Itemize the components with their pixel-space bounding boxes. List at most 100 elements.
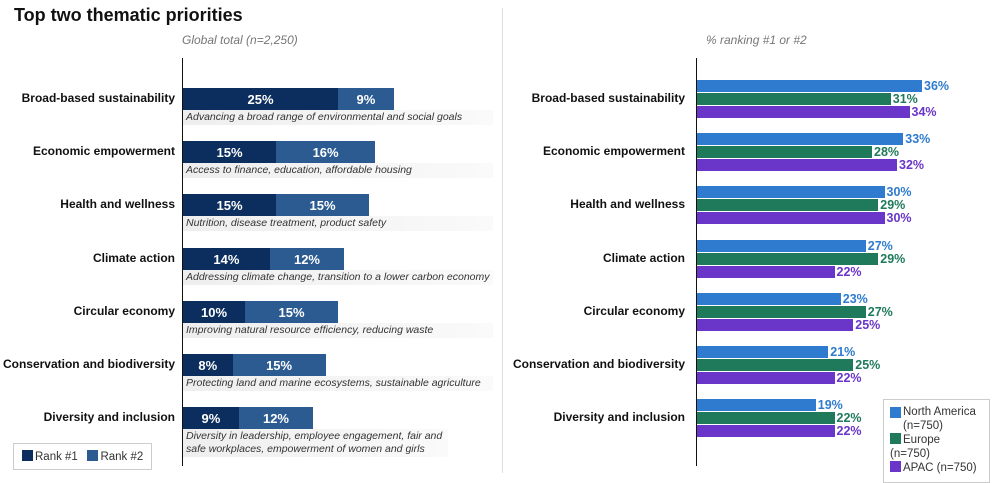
left-axis — [182, 58, 183, 466]
bar-north-america — [697, 399, 816, 411]
bar-label: 31% — [892, 92, 918, 106]
bar-apac — [697, 106, 910, 118]
bar-label: 32% — [899, 158, 925, 172]
bar-label: 19% — [817, 398, 843, 412]
bar-rank2: 15% — [276, 194, 369, 216]
category-description: Addressing climate change, transition to… — [183, 270, 493, 285]
bar-label: 27% — [867, 239, 893, 253]
bar-label: 27% — [867, 305, 893, 319]
bar-label: 25% — [855, 318, 881, 332]
bar-label: 14% — [213, 251, 240, 267]
category-label: Broad-based sustainability — [531, 91, 685, 105]
bar-north-america — [697, 80, 922, 92]
left-subtitle: Global total (n=2,250) — [182, 33, 298, 47]
category-description: Protecting land and marine ecosystems, s… — [183, 376, 493, 391]
category-label: Diversity and inclusion — [553, 410, 685, 424]
left-legend: Rank #1 Rank #2 — [13, 443, 153, 470]
bar-label: 15% — [216, 197, 243, 213]
bar-label: 9% — [356, 91, 376, 107]
bar-rank1: 8% — [183, 354, 233, 376]
bar-rank2: 16% — [276, 141, 376, 163]
bar-apac — [697, 159, 897, 171]
legend-item-rank1: Rank #1 — [22, 450, 78, 463]
bar-label: 12% — [262, 410, 289, 426]
legend-label: APAC (n=750) — [903, 462, 977, 474]
bar-label: 22% — [836, 411, 862, 425]
bar-north-america — [697, 240, 866, 252]
legend-swatch — [890, 433, 901, 444]
bar-europe — [697, 93, 891, 105]
bar-rank1: 15% — [183, 194, 276, 216]
bar-label: 22% — [836, 424, 862, 438]
bar-north-america — [697, 293, 841, 305]
category-description: Advancing a broad range of environmental… — [183, 110, 493, 125]
bar-label: 9% — [201, 410, 221, 426]
bar-apac — [697, 319, 854, 331]
bar-label: 16% — [312, 144, 339, 160]
category-label: Circular economy — [583, 304, 685, 318]
legend-swatch — [890, 461, 901, 472]
category-label: Health and wellness — [570, 197, 685, 211]
legend-item-north-america: North America (n=750) — [890, 406, 983, 433]
bar-rank2: 9% — [338, 88, 394, 110]
bar-label: 8% — [198, 357, 218, 373]
right-subtitle: % ranking #1 or #2 — [706, 33, 807, 47]
category-label: Climate action — [92, 251, 175, 265]
bar-rank2: 15% — [245, 301, 338, 323]
bar-label: 15% — [216, 144, 243, 160]
bar-europe — [697, 199, 879, 211]
legend-item-apac: APAC (n=750) — [890, 461, 983, 476]
bar-north-america — [697, 186, 885, 198]
category-description: Nutrition, disease treatment, product sa… — [183, 216, 493, 231]
bar-label: 12% — [293, 251, 320, 267]
chart-title: Top two thematic priorities — [14, 5, 243, 25]
bar-label: 22% — [836, 371, 862, 385]
right-legend: North America (n=750) Europe (n=750) APA… — [883, 399, 990, 483]
bar-rank1: 10% — [183, 301, 245, 323]
bar-label: 33% — [905, 132, 931, 146]
category-label: Circular economy — [73, 304, 175, 318]
category-description: Access to finance, education, affordable… — [183, 163, 493, 178]
bar-rank2: 12% — [269, 248, 345, 270]
bar-north-america — [697, 346, 829, 358]
bar-label: 15% — [309, 197, 336, 213]
bar-rank1: 15% — [183, 141, 276, 163]
bar-label: 25% — [855, 358, 881, 372]
bar-apac — [697, 425, 835, 437]
bar-rank2: 15% — [232, 354, 326, 376]
right-axis — [696, 58, 697, 466]
legend-item-europe: Europe (n=750) — [890, 433, 983, 461]
bar-rank1: 25% — [183, 88, 338, 110]
bar-europe — [697, 253, 879, 265]
legend-label: North America (n=750) — [903, 406, 976, 432]
category-label: Broad-based sustainability — [21, 91, 175, 105]
bar-europe — [697, 146, 872, 158]
bar-apac — [697, 266, 835, 278]
legend-label: Rank #2 — [100, 451, 144, 463]
bar-rank1: 14% — [183, 248, 270, 270]
bar-label: 21% — [830, 345, 856, 359]
bar-label: 23% — [842, 292, 868, 306]
bar-europe — [697, 306, 866, 318]
legend-item-rank2: Rank #2 — [87, 450, 144, 463]
bar-label: 34% — [911, 105, 937, 119]
bar-label: 10% — [200, 304, 228, 320]
category-description: Improving natural resource efficiency, r… — [183, 323, 493, 338]
legend-label: Europe (n=750) — [890, 434, 941, 460]
bar-europe — [697, 412, 835, 424]
category-label: Diversity and inclusion — [43, 410, 175, 424]
legend-swatch — [87, 450, 99, 461]
bar-north-america — [697, 133, 904, 145]
category-label: Conservation and biodiversity — [512, 357, 685, 371]
bar-label: 22% — [836, 265, 862, 279]
bar-rank2: 12% — [238, 407, 314, 429]
category-label: Conservation and biodiversity — [2, 357, 175, 371]
bar-label: 28% — [874, 145, 900, 159]
bar-label: 25% — [247, 91, 274, 107]
category-label: Economic empowerment — [32, 144, 175, 158]
legend-swatch — [890, 407, 901, 418]
bar-label: 36% — [924, 79, 950, 93]
bar-label: 15% — [278, 304, 305, 320]
category-label: Climate action — [602, 251, 685, 265]
bar-label: 29% — [880, 252, 906, 266]
